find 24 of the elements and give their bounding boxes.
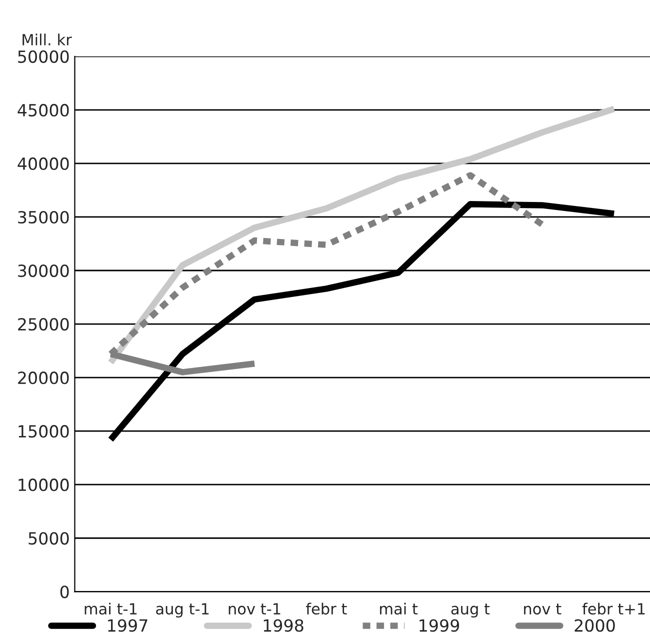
y-axis-title: Mill. kr xyxy=(22,34,72,46)
y-tick-label: 10000 xyxy=(18,478,69,492)
legend-label: 2000 xyxy=(574,619,615,632)
y-tick-label: 40000 xyxy=(18,157,69,170)
legend-label: 1999 xyxy=(420,619,460,632)
y-tick-label: 50000 xyxy=(18,50,69,63)
y-tick-label: 45000 xyxy=(18,104,69,116)
y-tick-label: 5000 xyxy=(28,532,69,545)
y-tick-label: 25000 xyxy=(18,318,69,331)
x-tick-label: aug t xyxy=(451,604,490,618)
legend-label: 1998 xyxy=(264,619,304,632)
x-tick-label: nov t xyxy=(524,604,562,615)
x-tick-label: nov t-1 xyxy=(228,603,280,615)
legend-label: 1997 xyxy=(108,619,148,632)
x-tick-label: mai t-1 xyxy=(84,602,137,615)
y-tick-label: 35000 xyxy=(18,210,69,224)
y-tick-label: 30000 xyxy=(18,264,69,278)
x-tick-label: febr t+1 xyxy=(582,602,645,615)
y-tick-label: 20000 xyxy=(18,372,69,384)
y-tick-label: 0 xyxy=(60,586,69,598)
x-tick-label: aug t-1 xyxy=(156,603,209,618)
x-tick-label: febr t xyxy=(306,602,347,615)
y-tick-label: 15000 xyxy=(18,425,69,438)
x-tick-label: mai t xyxy=(380,602,418,615)
